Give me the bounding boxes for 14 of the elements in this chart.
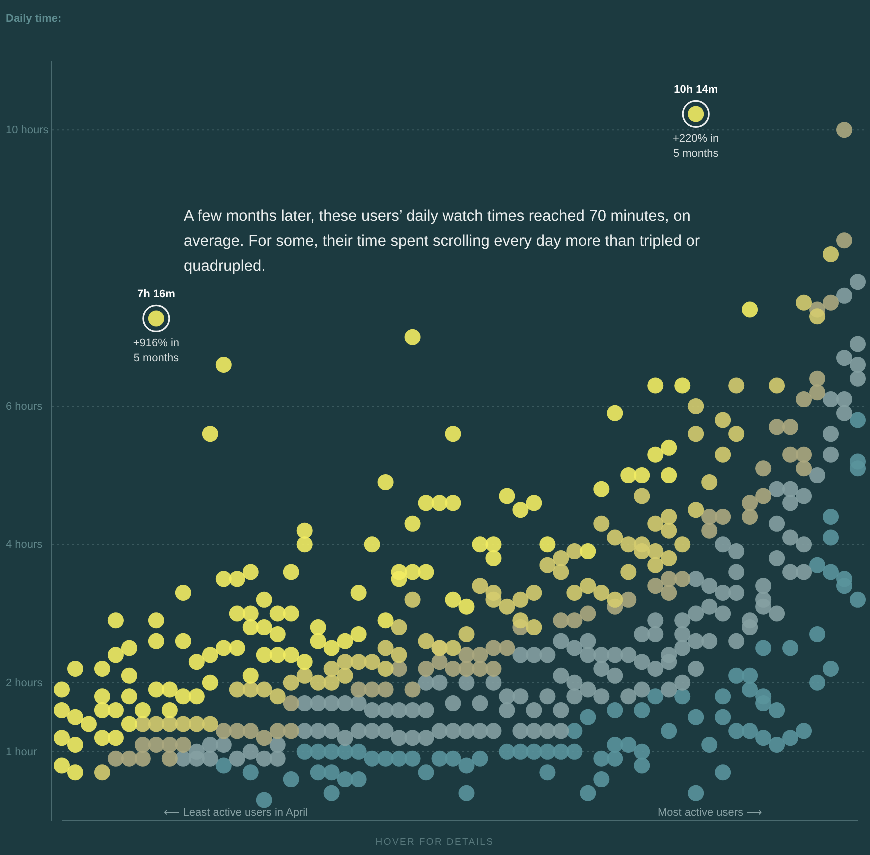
annotation: 7h 16m	[137, 288, 176, 301]
y-axis-title: Daily time:	[6, 13, 62, 25]
annotation: +916% in 5 months	[133, 338, 180, 365]
y-tick-label: 2 hours	[6, 677, 44, 690]
annotation: Most active users ⟶	[658, 807, 763, 819]
y-tick-label: 1 hour	[6, 746, 38, 758]
text: HOVER FOR DETAILS	[376, 837, 494, 848]
annotation: A few months later, these users’ daily watch times reached 70 minutes, on average. For some, their time spent scrolling every day more than tripled or quadrupled.	[184, 208, 700, 275]
annotation: ⟵ Least active users in April	[164, 807, 308, 819]
annotation: 10h 14m	[674, 84, 718, 96]
y-tick-label: 4 hours	[6, 539, 44, 552]
y-tick-label: 10 hours	[6, 124, 50, 137]
y-tick-label: 6 hours	[6, 400, 44, 413]
annotation: +220% in 5 months	[673, 133, 720, 160]
